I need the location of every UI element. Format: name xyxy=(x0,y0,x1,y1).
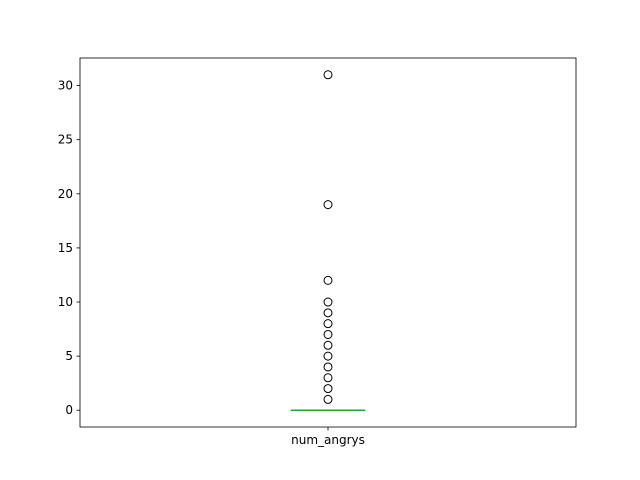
y-tick-label: 0 xyxy=(65,403,73,417)
flier-point xyxy=(323,362,333,372)
flier-point xyxy=(323,275,333,285)
y-tick-label: 25 xyxy=(58,133,73,147)
y-tick-label: 20 xyxy=(58,187,73,201)
x-tick-label: num_angrys xyxy=(291,433,365,447)
flier-point xyxy=(323,340,333,350)
y-axis: 0 5 10 15 20 25 30 xyxy=(58,79,80,417)
flier-point xyxy=(323,200,333,210)
fliers xyxy=(323,70,333,404)
y-tick-label: 15 xyxy=(58,241,73,255)
y-tick-label: 10 xyxy=(58,295,73,309)
flier-point xyxy=(323,351,333,361)
flier-point xyxy=(323,308,333,318)
x-axis: num_angrys xyxy=(291,427,365,447)
flier-point xyxy=(323,70,333,80)
flier-point xyxy=(323,329,333,339)
flier-point xyxy=(323,384,333,394)
flier-point xyxy=(323,394,333,404)
y-tick-label: 30 xyxy=(58,79,73,93)
flier-point xyxy=(323,297,333,307)
flier-point xyxy=(323,319,333,329)
flier-point xyxy=(323,373,333,383)
y-tick-label: 5 xyxy=(65,349,73,363)
